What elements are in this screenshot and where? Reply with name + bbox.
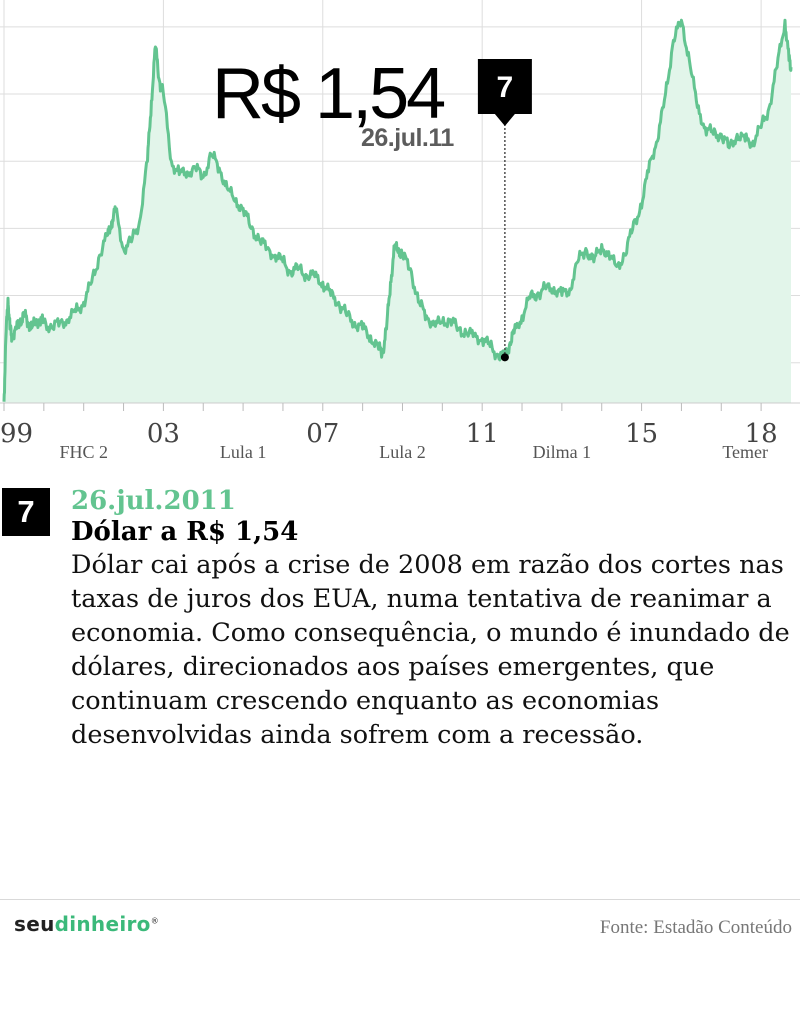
event-number-badge: 7 <box>2 488 50 536</box>
period-label: Temer <box>722 442 768 462</box>
footer-divider <box>0 899 800 900</box>
annotation-point <box>500 353 509 362</box>
x-tick-label: 99 <box>0 419 33 449</box>
period-label: FHC 2 <box>59 442 108 462</box>
marker-flag <box>477 59 532 126</box>
x-tick-label: 07 <box>306 419 339 449</box>
event-description: Dólar cai após a crise de 2008 em razão … <box>71 550 790 750</box>
period-label: Lula 2 <box>379 442 426 462</box>
logo-part-dinheiro: dinheiro <box>54 912 151 936</box>
highlight-value: R$ 1,54 <box>212 54 444 134</box>
x-tick-label: 18 <box>745 419 778 449</box>
highlight-date: 26.jul.11 <box>361 124 454 152</box>
event-title: Dólar a R$ 1,54 <box>71 517 299 547</box>
source-credit: Fonte: Estadão Conteúdo <box>599 917 792 938</box>
series-line <box>2 18 793 402</box>
chart-svg: 99 03 07 11 15 18 FHC 2 Lula 1 Lula 2 Dilma 1 Tem… <box>0 0 800 462</box>
period-label: Dilma 1 <box>533 442 592 462</box>
x-tick-label: 03 <box>147 419 180 449</box>
series-area <box>4 20 791 403</box>
period-label: Lula 1 <box>220 442 267 462</box>
event-text: 26.jul.2011 Dólar a R$ 1,54 Dólar cai ap… <box>71 486 800 752</box>
event-date: 26.jul.2011 <box>71 486 236 516</box>
marker-number: 7 <box>497 71 514 104</box>
registered-mark: ® <box>150 916 159 926</box>
dollar-chart: 99 03 07 11 15 18 FHC 2 Lula 1 Lula 2 Dilma 1 Tem… <box>0 0 800 470</box>
x-tick-label: 15 <box>625 419 658 449</box>
period-labels: FHC 2 Lula 1 Lula 2 Dilma 1 Temer <box>59 442 768 462</box>
x-tick-label: 11 <box>466 419 499 449</box>
x-axis-ticks: 99 03 07 11 15 18 <box>0 403 778 449</box>
logo-part-seu: seu <box>14 912 55 936</box>
seudinheiro-logo[interactable]: seudinheiro® <box>14 912 159 936</box>
